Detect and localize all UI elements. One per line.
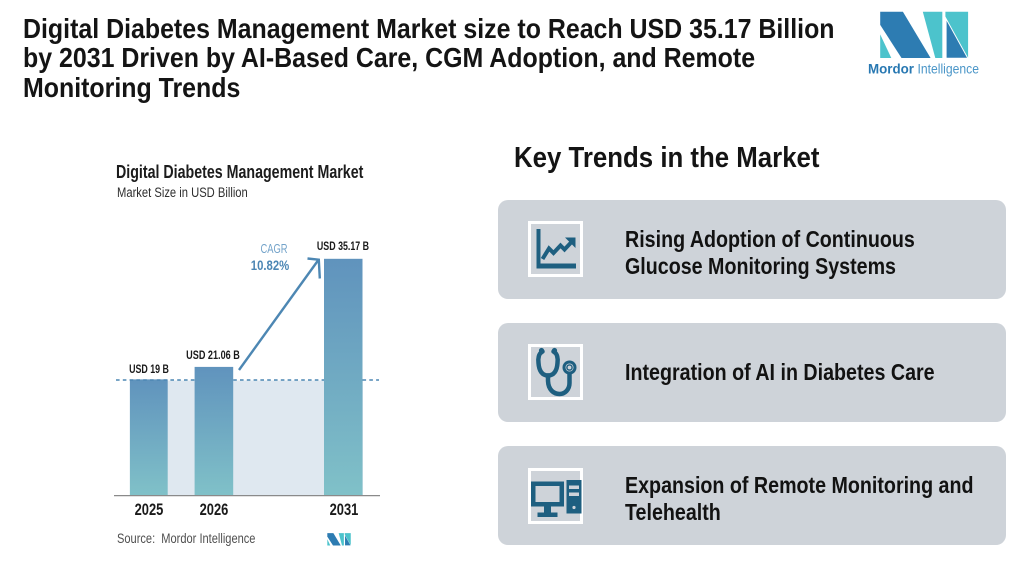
svg-text:Intelligence: Intelligence	[918, 62, 980, 77]
svg-text:Mordor: Mordor	[868, 62, 915, 77]
